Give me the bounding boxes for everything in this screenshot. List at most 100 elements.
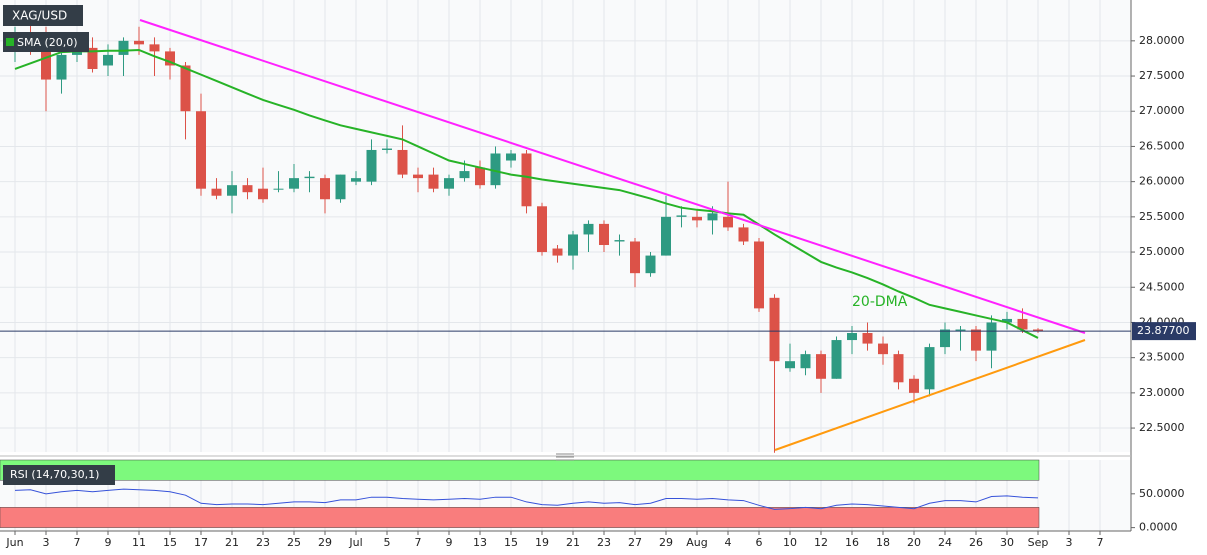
candle-body (366, 149, 377, 182)
y-tick-label: 27.5000 (1139, 69, 1185, 82)
x-tick-label: 25 (287, 536, 301, 549)
plot-layer (0, 0, 1131, 531)
candle-body (304, 176, 315, 179)
last-price-label: 23.87700 (1137, 324, 1190, 337)
candle-body (831, 340, 842, 379)
x-tick-label: Jul (348, 536, 362, 549)
y-tick-label: 24.5000 (1139, 280, 1185, 293)
sma-box (3, 32, 89, 52)
sma-line (14, 48, 1039, 339)
resistance-trendline (139, 19, 1086, 334)
candle-body (785, 361, 795, 369)
candle-body (800, 354, 811, 369)
sma-annotation: 20-DMA (852, 294, 908, 310)
candle-body (661, 216, 671, 256)
candle-body (754, 241, 764, 309)
candle-body (118, 40, 129, 55)
x-tick-label: 24 (938, 536, 952, 549)
candle-body (614, 240, 625, 242)
x-tick-label: 23 (597, 536, 611, 549)
candle-body (1017, 318, 1028, 330)
candle-body (645, 255, 656, 274)
rsi-line (14, 488, 1039, 510)
y-tick-label: 23.0000 (1139, 386, 1185, 399)
x-tick-label: 18 (876, 536, 890, 549)
x-tick-label: 6 (756, 536, 763, 549)
x-tick-label: 15 (504, 536, 518, 549)
candle-body (196, 111, 206, 189)
candle-body (816, 354, 826, 379)
y-tick-label: 27.0000 (1139, 104, 1185, 117)
candle-body (568, 234, 578, 256)
candle-body (630, 241, 640, 274)
candle-body (909, 378, 919, 393)
y-tick-label: 22.5000 (1139, 421, 1185, 434)
x-tick-label: 7 (1097, 536, 1104, 549)
x-tick-label: 19 (535, 536, 549, 549)
x-tick-label: 30 (1000, 536, 1014, 549)
x-tick-label: 29 (318, 536, 332, 549)
candle-body (149, 44, 160, 52)
candle-body (692, 216, 702, 221)
candle-body (552, 248, 563, 256)
y-tick-label: 50.0000 (1139, 487, 1185, 500)
x-tick-label: 12 (814, 536, 828, 549)
x-tick-label: Jun (5, 536, 23, 549)
candle-body (273, 188, 284, 190)
rsi-title: RSI (14,70,30,1) (10, 468, 99, 481)
x-tick-label: 17 (194, 536, 208, 549)
candle-body (847, 333, 857, 341)
candle-body (382, 148, 392, 150)
x-tick-label: 26 (969, 536, 983, 549)
x-tick-label: 23 (256, 536, 270, 549)
candle-body (134, 40, 144, 45)
x-tick-label: 10 (783, 536, 797, 549)
y-tick-label: 28.0000 (1139, 34, 1185, 47)
x-tick-label: 7 (415, 536, 422, 549)
candle-body (227, 185, 237, 196)
x-tick-label: 11 (132, 536, 146, 549)
x-tick-label: 20 (907, 536, 921, 549)
x-tick-label: 4 (725, 536, 732, 549)
candle-body (707, 213, 718, 221)
sma-swatch (6, 38, 14, 46)
x-tick-label: Sep (1028, 536, 1049, 549)
candle-body (862, 333, 873, 344)
candle-body (87, 47, 98, 69)
x-tick-label: 27 (628, 536, 642, 549)
candle-body (56, 54, 67, 80)
x-tick-label: 9 (105, 536, 112, 549)
y-tick-label: 23.5000 (1139, 351, 1185, 364)
y-tick-label: 25.5000 (1139, 210, 1185, 223)
candle-body (335, 174, 346, 200)
symbol-title: XAG/USD (12, 9, 67, 23)
x-tick-label: 21 (566, 536, 580, 549)
x-tick-label: 3 (1066, 536, 1073, 549)
candle-body (878, 343, 888, 355)
rsi-band (0, 507, 1040, 528)
candle-body (258, 188, 268, 200)
last-price-box (1132, 322, 1196, 341)
candle-body (475, 167, 485, 186)
candle-body (351, 178, 361, 182)
candle-body (1033, 329, 1043, 332)
candle-body (242, 185, 253, 193)
candle-body (211, 188, 222, 196)
x-tick-label: 5 (384, 536, 391, 549)
candle-body (986, 322, 997, 351)
candle-body (428, 174, 439, 189)
x-tick-label: 29 (659, 536, 673, 549)
candle-body (676, 215, 687, 217)
y-tick-label: 25.0000 (1139, 245, 1185, 258)
candle-body (769, 297, 780, 362)
candle-body (413, 174, 423, 179)
splitter-handle[interactable] (556, 453, 574, 461)
x-tick-label: 15 (163, 536, 177, 549)
rsi-band (0, 459, 1040, 481)
candle-body (320, 178, 330, 200)
y-tick-label: 26.0000 (1139, 175, 1185, 188)
candle-body (599, 223, 609, 246)
candle-body (444, 178, 454, 189)
candle-body (506, 153, 516, 161)
